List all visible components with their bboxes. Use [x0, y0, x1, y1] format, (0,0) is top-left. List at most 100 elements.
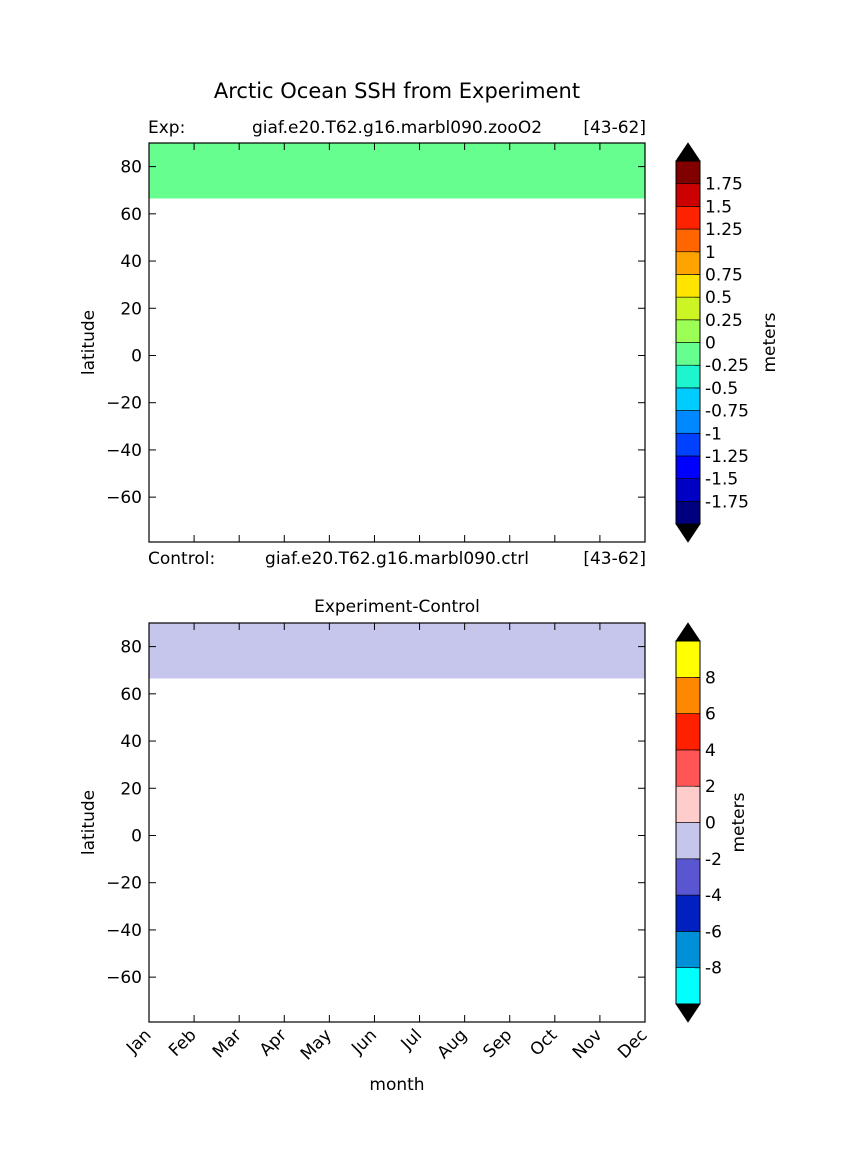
colorbar-tick-label: -6	[705, 922, 722, 942]
colorbar-segment	[675, 296, 701, 321]
top-footer-label: Control:	[148, 549, 215, 569]
ytick-label: 0	[131, 826, 142, 846]
ytick-label: 80	[120, 638, 142, 658]
colorbar-segment	[675, 455, 701, 479]
ytick-label: 40	[120, 252, 142, 272]
data-band-bottom	[149, 623, 645, 679]
ylabel: latitude	[79, 790, 99, 855]
xtick-label: Mar	[209, 1025, 246, 1062]
top-colorbar: -1.75-1.5 -1.25 -1-0.75 -0.5 -0.250 0.25 0.5 0.…	[675, 142, 780, 543]
colorbar-extend-max	[675, 622, 701, 642]
colorbar-segment	[675, 676, 701, 714]
colorbar-segment	[675, 228, 701, 253]
colorbar-frame	[675, 160, 701, 525]
colorbar-segment	[675, 183, 701, 207]
colorbar-tick-label: -1.5	[705, 470, 738, 490]
top-header-years: [43-62]	[583, 118, 646, 138]
ytick-label: 20	[120, 779, 142, 799]
bottom-colorbar: -8 -6 -4 -2 0 2 4 6 8 meters	[675, 622, 749, 1023]
colorbar-tick-label: -0.75	[705, 402, 749, 422]
colorbar-tick-label: -0.25	[705, 356, 749, 376]
colorbar-tick-label: -1	[705, 424, 722, 444]
top-header-experiment: giaf.e20.T62.g16.marbl090.zooO2	[252, 118, 542, 138]
ytick-label: −60	[106, 968, 142, 988]
colorbar-segment	[675, 785, 701, 823]
xtick-label: Jan	[122, 1025, 155, 1058]
ytick-label: −20	[106, 394, 142, 414]
xlabel: month	[369, 1075, 424, 1095]
axes-frame	[148, 142, 646, 543]
xtick-label: Jun	[347, 1025, 381, 1059]
colorbar-tick-label: -1.75	[705, 492, 749, 512]
ytick-label: 0	[131, 346, 142, 366]
colorbar-segment	[675, 160, 701, 184]
colorbar-tick-label: 1.75	[705, 175, 743, 195]
colorbar-tick-label: -1.25	[705, 447, 749, 467]
colorbar-segment	[675, 206, 701, 230]
ytick-label: 80	[120, 158, 142, 178]
ytick-label: −60	[106, 488, 142, 508]
bottom-panel-plot: 80 60 40 20 0 −20 −40 −60 Jan Feb Mar Apr May Jun Jul A…	[79, 622, 652, 1095]
xtick-label: Nov	[569, 1025, 607, 1063]
colorbar-tick-label: 8	[705, 668, 716, 688]
xtick-label: Sep	[479, 1025, 516, 1062]
colorbar-segment	[675, 713, 701, 751]
xtick-label: Aug	[434, 1025, 472, 1063]
colorbar-tick-label: 6	[705, 705, 716, 725]
top-footer-years: [43-62]	[583, 549, 646, 569]
colorbar-extend-min	[675, 523, 701, 543]
colorbar-segment	[675, 410, 701, 434]
colorbar-segment	[675, 342, 701, 366]
ylabel: latitude	[79, 310, 99, 375]
xtick-label: Oct	[526, 1025, 561, 1060]
colorbar-label: meters	[760, 312, 780, 372]
ytick-label: 60	[120, 685, 142, 705]
colorbar-tick-label: 2	[705, 777, 716, 797]
colorbar-segment	[675, 858, 701, 896]
xtick-label: Jul	[397, 1025, 426, 1054]
ytick-label: −40	[106, 921, 142, 941]
colorbar-tick-label: 0.25	[705, 311, 743, 331]
colorbar-extend-max	[675, 142, 701, 162]
top-panel-plot: 80 60 40 20 0 −20 −40 −60 latitude	[79, 142, 646, 543]
colorbar-segment	[675, 640, 701, 678]
colorbar-segment	[675, 749, 701, 787]
colorbar-segment	[675, 822, 701, 860]
colorbar-segment	[675, 251, 701, 275]
ytick-label: 20	[120, 299, 142, 319]
colorbar-tick-label: 0	[705, 814, 716, 834]
colorbar-tick-label: 1	[705, 243, 716, 263]
ytick-label: 60	[120, 205, 142, 225]
colorbar-tick-label: 4	[705, 741, 716, 761]
ytick-label: −40	[106, 441, 142, 461]
colorbar-segment	[675, 432, 701, 457]
colorbar-tick-label: -4	[705, 886, 722, 906]
colorbar-segment	[675, 319, 701, 343]
colorbar-tick-label: 0	[705, 334, 716, 354]
xtick-label: Apr	[256, 1025, 291, 1060]
top-footer-control: giaf.e20.T62.g16.marbl090.ctrl	[265, 549, 529, 569]
ytick-label: −20	[106, 874, 142, 894]
colorbar-segment	[675, 478, 701, 502]
colorbar-frame	[675, 640, 701, 1005]
axes-frame	[148, 622, 646, 1023]
colorbar-label: meters	[729, 792, 749, 852]
colorbar-tick-label: 1.25	[705, 220, 743, 240]
top-header-label: Exp:	[148, 118, 185, 138]
colorbar-segment	[675, 387, 701, 411]
xtick-label: Feb	[165, 1025, 200, 1060]
colorbar-segment	[675, 931, 701, 969]
colorbar-segment	[675, 967, 701, 1005]
figure-title: Arctic Ocean SSH from Experiment	[214, 79, 580, 103]
colorbar-tick-label: -0.5	[705, 379, 738, 399]
bottom-panel-title: Experiment-Control	[314, 597, 480, 617]
colorbar-tick-label: -2	[705, 850, 722, 870]
colorbar-tick-label: -8	[705, 959, 722, 979]
colorbar-segment	[675, 364, 701, 389]
colorbar-segment	[675, 894, 701, 932]
colorbar-tick-label: 0.5	[705, 288, 732, 308]
colorbar-segment	[675, 274, 701, 298]
xtick-label: Dec	[614, 1025, 651, 1062]
xtick-label: May	[297, 1025, 336, 1064]
